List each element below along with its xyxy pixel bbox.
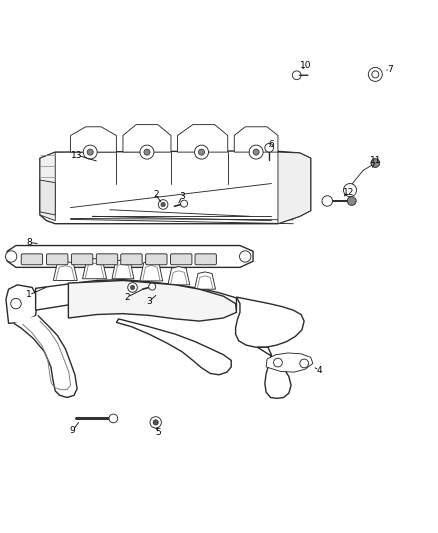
Circle shape (149, 283, 155, 290)
Circle shape (292, 71, 301, 79)
FancyBboxPatch shape (96, 254, 118, 265)
Circle shape (180, 200, 187, 207)
Text: 5: 5 (155, 428, 161, 437)
Circle shape (347, 197, 356, 205)
FancyBboxPatch shape (170, 254, 192, 265)
Circle shape (150, 417, 161, 428)
Circle shape (131, 285, 135, 289)
Text: 11: 11 (371, 156, 382, 165)
Polygon shape (82, 259, 106, 279)
Text: 9: 9 (70, 426, 76, 435)
Polygon shape (266, 353, 313, 372)
Polygon shape (194, 272, 215, 289)
Text: 2: 2 (153, 190, 159, 199)
Circle shape (371, 159, 380, 167)
Circle shape (198, 149, 205, 155)
Polygon shape (140, 261, 162, 281)
Circle shape (300, 359, 308, 368)
Polygon shape (71, 127, 117, 152)
Circle shape (158, 200, 168, 209)
Text: 10: 10 (300, 61, 311, 70)
FancyBboxPatch shape (121, 254, 142, 265)
Circle shape (140, 145, 154, 159)
Polygon shape (236, 297, 304, 348)
Text: 8: 8 (26, 238, 32, 247)
Polygon shape (7, 246, 253, 268)
FancyBboxPatch shape (195, 254, 216, 265)
Circle shape (372, 71, 379, 78)
Text: 6: 6 (268, 140, 274, 149)
Polygon shape (14, 316, 77, 398)
Circle shape (274, 358, 283, 367)
Polygon shape (68, 280, 237, 321)
Polygon shape (177, 125, 228, 152)
Circle shape (109, 414, 118, 423)
Circle shape (265, 143, 274, 152)
Polygon shape (53, 261, 78, 280)
Polygon shape (117, 319, 231, 375)
Circle shape (128, 282, 138, 292)
Circle shape (240, 251, 251, 262)
Polygon shape (35, 280, 237, 312)
Circle shape (144, 149, 150, 155)
FancyBboxPatch shape (146, 254, 167, 265)
FancyBboxPatch shape (21, 254, 42, 265)
Circle shape (368, 67, 382, 82)
Circle shape (6, 251, 17, 262)
Polygon shape (168, 266, 190, 285)
Polygon shape (40, 151, 311, 224)
FancyBboxPatch shape (71, 254, 93, 265)
Polygon shape (278, 152, 311, 224)
Polygon shape (123, 125, 171, 152)
Polygon shape (258, 348, 291, 398)
Text: 2: 2 (124, 293, 130, 302)
Circle shape (194, 145, 208, 159)
Polygon shape (40, 180, 55, 215)
FancyBboxPatch shape (46, 254, 68, 265)
Circle shape (87, 149, 93, 155)
Text: 12: 12 (343, 188, 355, 197)
Text: 3: 3 (179, 192, 185, 201)
Text: 7: 7 (387, 64, 393, 74)
Circle shape (253, 149, 259, 155)
Circle shape (161, 203, 165, 207)
Text: 13: 13 (71, 151, 83, 160)
Circle shape (343, 183, 357, 197)
Circle shape (322, 196, 332, 206)
Text: 3: 3 (146, 297, 152, 306)
Text: 4: 4 (317, 366, 322, 375)
Polygon shape (40, 152, 55, 221)
Polygon shape (234, 127, 278, 152)
Polygon shape (112, 260, 134, 279)
Circle shape (11, 298, 21, 309)
Text: 1: 1 (26, 290, 32, 300)
Circle shape (83, 145, 97, 159)
Circle shape (249, 145, 263, 159)
Circle shape (153, 420, 158, 425)
Polygon shape (6, 285, 38, 323)
